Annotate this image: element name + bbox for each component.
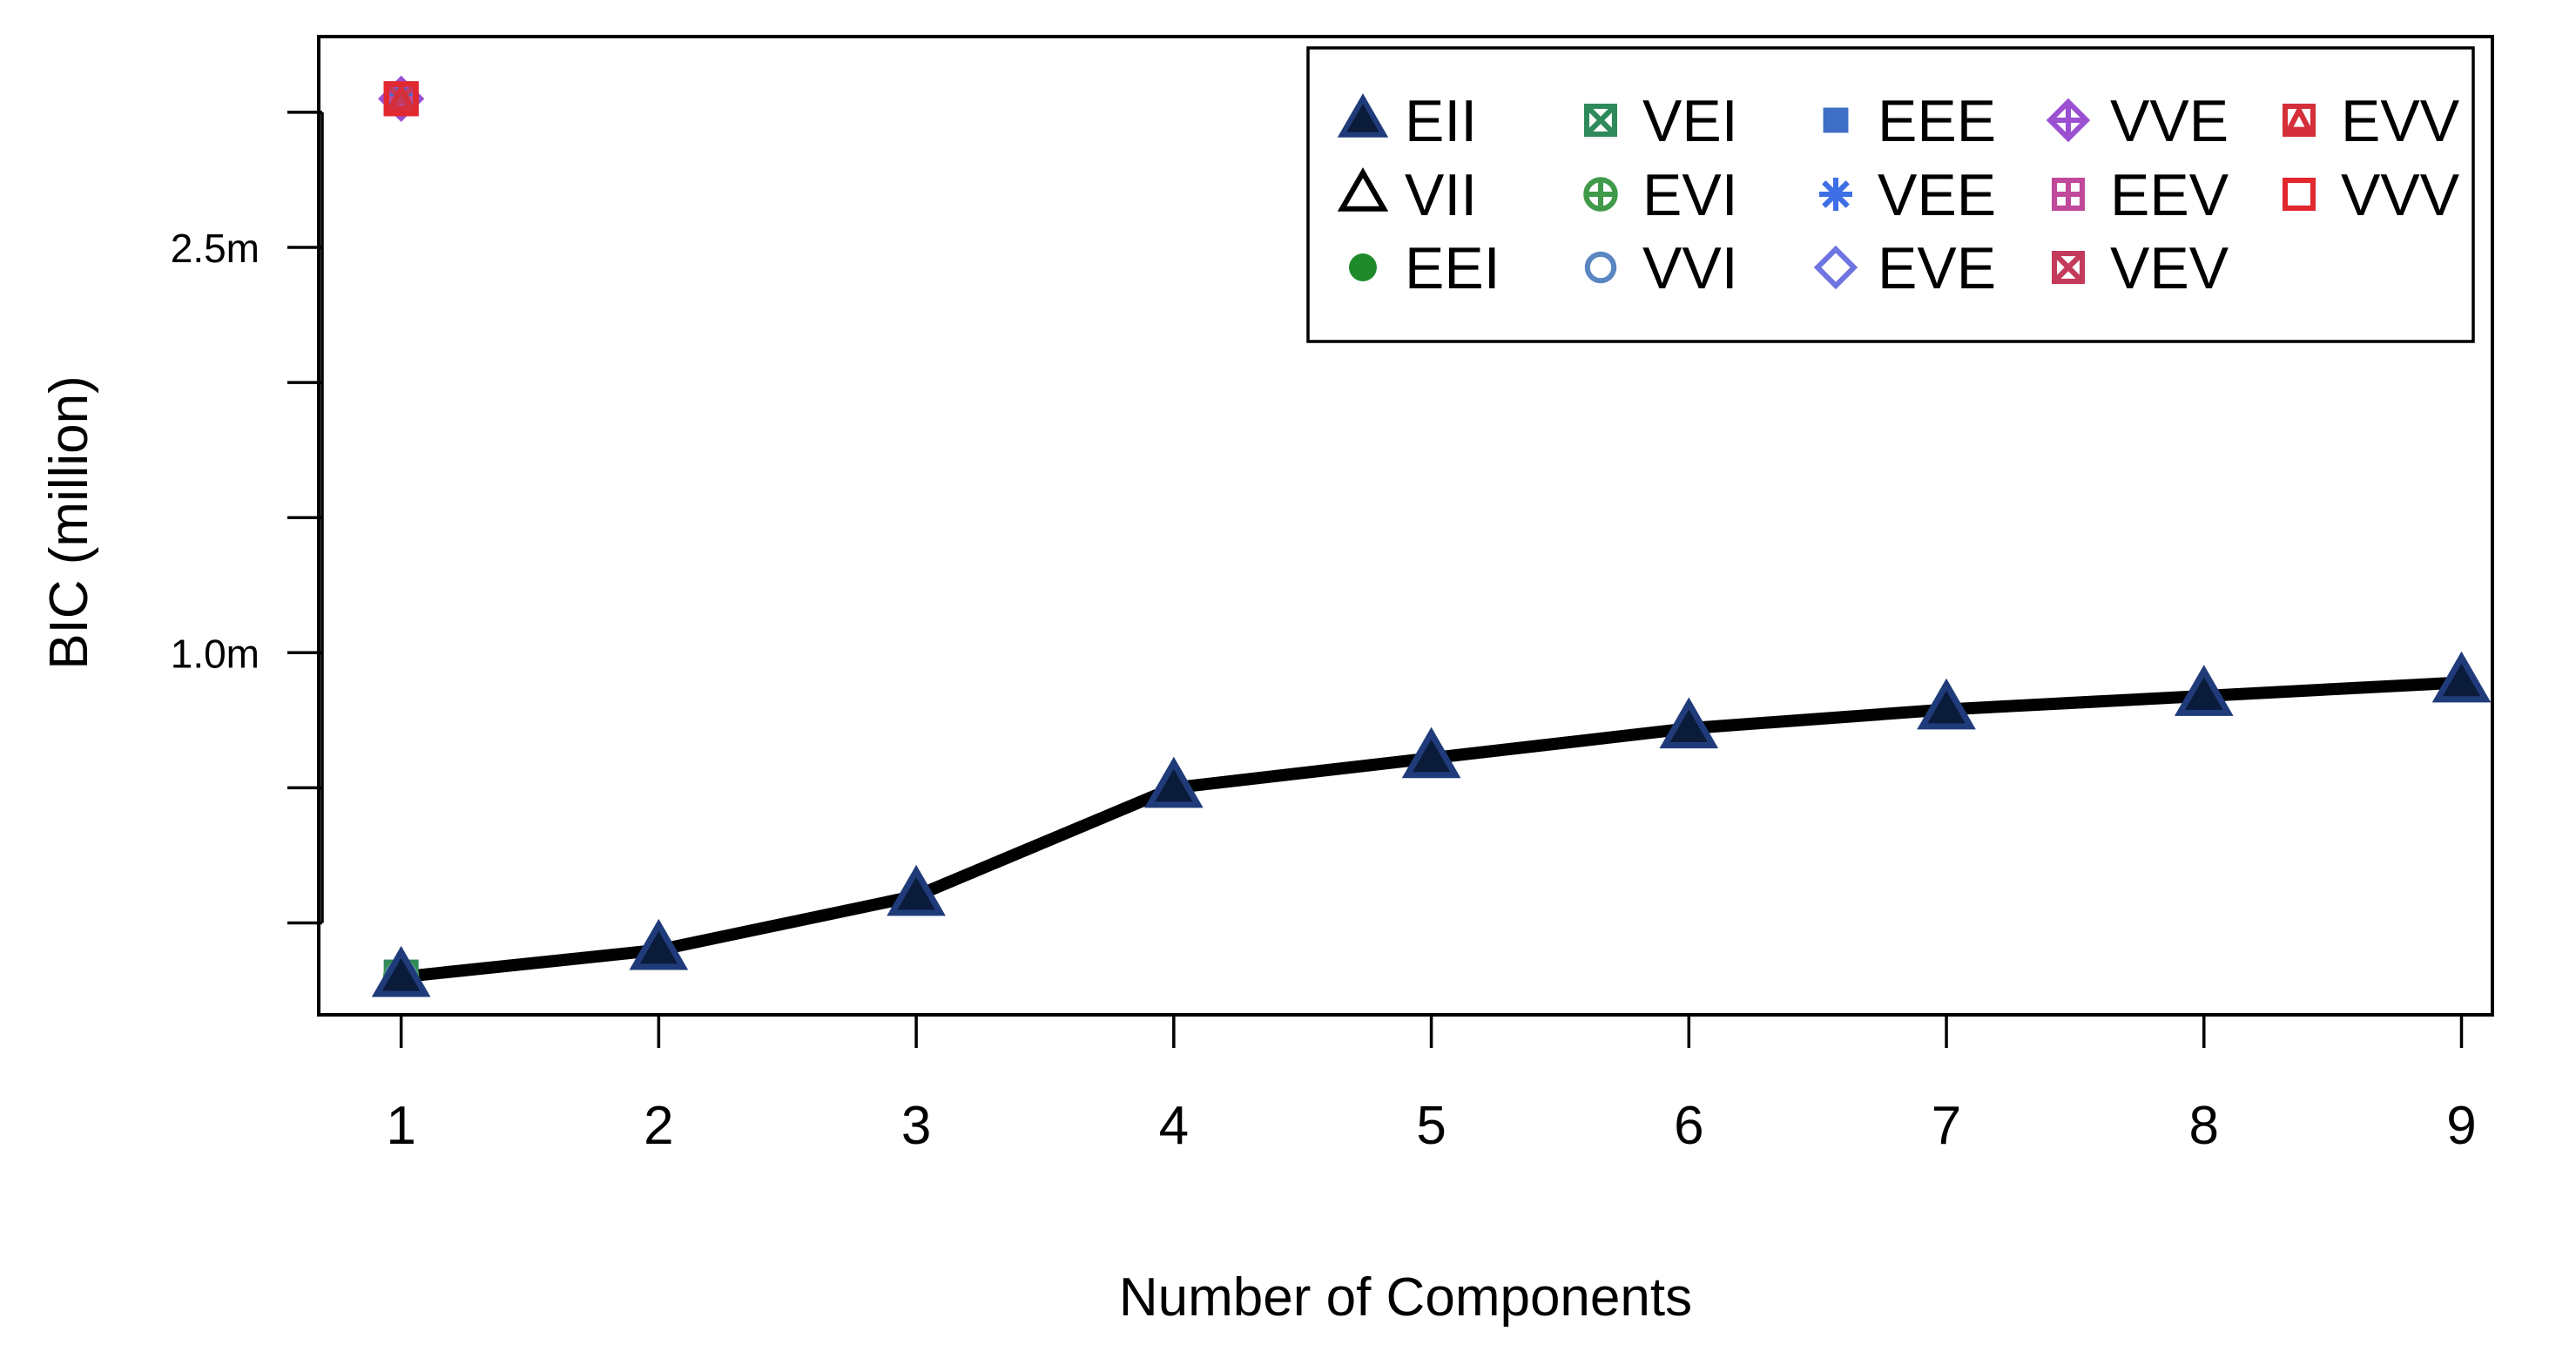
legend-label-vii: VII — [1405, 162, 1477, 228]
legend-label-eii: EII — [1405, 88, 1477, 154]
y-axis: 2.5m 1.0m — [171, 111, 324, 925]
point-eii — [1917, 678, 1976, 730]
legend-symbol-vvv — [2283, 177, 2316, 211]
legend-symbol-vee — [1819, 178, 1852, 211]
point-eii — [2431, 651, 2492, 703]
legend-symbol-eee — [1823, 107, 1849, 133]
x-tick-label: 5 — [1416, 1096, 1446, 1156]
point-eii — [2174, 665, 2234, 716]
legend-symbol-eii — [1337, 93, 1389, 138]
legend-symbol-vev — [2052, 251, 2086, 285]
point-eii — [1144, 756, 1204, 808]
point-eii — [1659, 697, 1719, 749]
legend-symbol-evi — [1583, 177, 1618, 212]
legend-symbol-eve — [1813, 245, 1858, 290]
point-eii — [629, 918, 689, 970]
legend-label-vei: VEI — [1642, 88, 1738, 154]
legend-label-eee: EEE — [1878, 88, 1996, 154]
series-points — [371, 75, 2492, 997]
x-tick-label: 4 — [1159, 1096, 1189, 1156]
legend: EII VII EEI VEI EVI VVI EEE VEE EVE VVE EEV VEV EVV V… — [1306, 46, 2475, 343]
point-eii — [1401, 726, 1461, 779]
y-tick-label: 2.5m — [171, 226, 260, 271]
legend-symbol-vii — [1337, 167, 1389, 212]
legend-label-vev: VEV — [2110, 235, 2229, 301]
legend-symbol-vei — [1584, 104, 1618, 138]
x-tick-label: 2 — [644, 1096, 673, 1156]
x-tick-label: 9 — [2446, 1096, 2476, 1156]
y-tick-label: 1.0m — [171, 631, 260, 676]
plot-frame — [317, 35, 2494, 1017]
legend-label-eve: EVE — [1878, 235, 1996, 301]
legend-symbol-vve — [2046, 98, 2091, 143]
point-eii — [371, 945, 431, 997]
x-tick-label: 6 — [1674, 1096, 1703, 1156]
point-eii — [887, 864, 946, 916]
legend-label-evv: EVV — [2341, 88, 2460, 154]
legend-box — [1306, 46, 2475, 343]
legend-label-evi: EVI — [1642, 162, 1738, 228]
x-axis-label: Number of Components — [1119, 1267, 1692, 1328]
legend-label-vvi: VVI — [1642, 235, 1738, 301]
x-tick-label: 7 — [1932, 1096, 1961, 1156]
legend-symbol-vvi — [1584, 251, 1617, 284]
legend-symbol-eei — [1349, 253, 1377, 281]
x-tick-label: 8 — [2189, 1096, 2219, 1156]
legend-label-vee: VEE — [1878, 162, 1996, 228]
x-tick-label: 1 — [386, 1096, 415, 1156]
legend-label-eev: EEV — [2110, 162, 2229, 228]
legend-label-eei: EEI — [1405, 235, 1500, 301]
legend-label-vvv: VVV — [2341, 162, 2460, 228]
legend-symbol-evv — [2283, 104, 2316, 138]
point-vvv — [383, 81, 419, 117]
legend-label-vve: VVE — [2110, 88, 2229, 154]
x-tick-label: 3 — [901, 1096, 931, 1156]
y-axis-label: BIC (million) — [39, 375, 99, 670]
legend-symbol-eev — [2052, 177, 2086, 211]
